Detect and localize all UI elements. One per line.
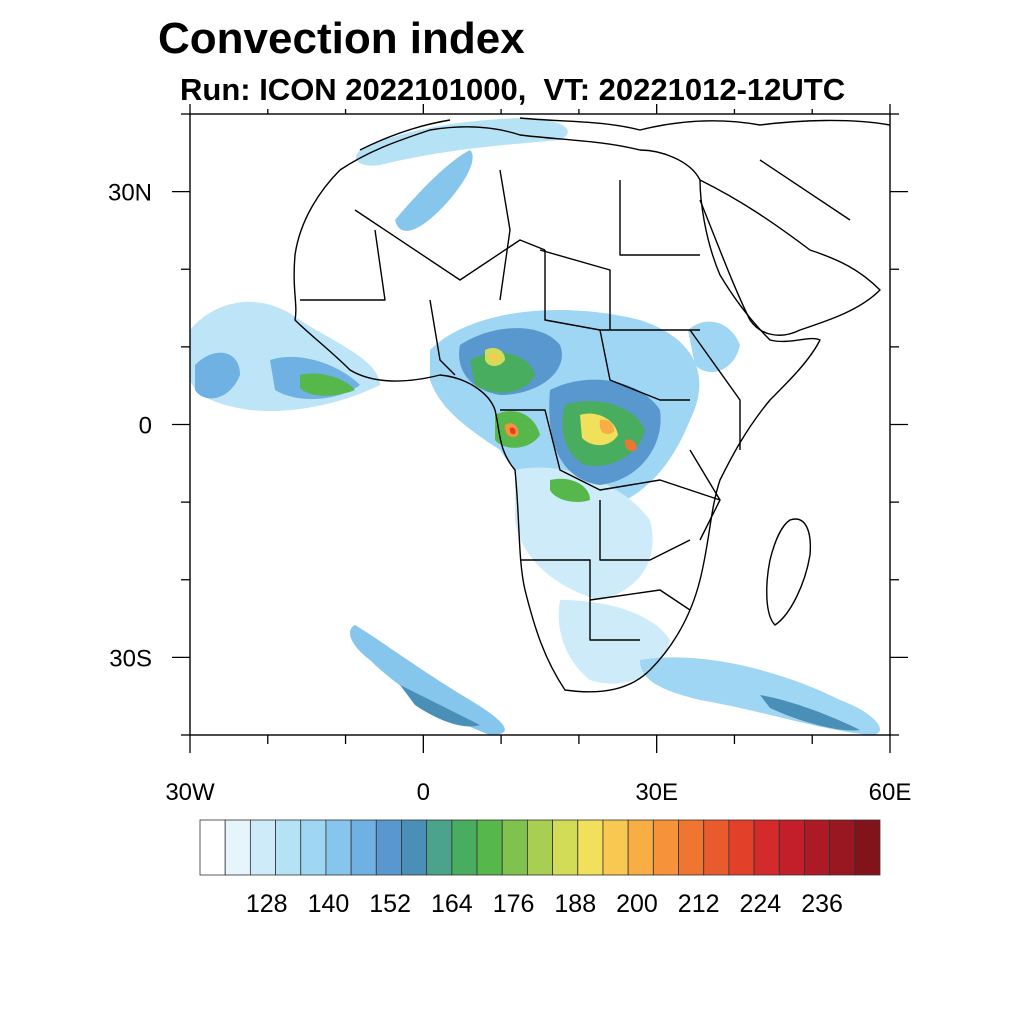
colorbar-box xyxy=(602,819,629,876)
colorbar-box xyxy=(854,819,881,876)
lat-tick-label: 0 xyxy=(139,413,152,440)
colorbar-box xyxy=(527,819,553,876)
colorbar-box xyxy=(778,819,805,876)
colorbar-box xyxy=(401,819,428,876)
colorbar-box xyxy=(199,819,226,876)
colorbar-box xyxy=(275,819,302,876)
colorbar-box xyxy=(577,819,604,876)
map-subtitle: Run: ICON 2022101000, VT: 20221012-12UTC xyxy=(180,72,846,107)
colorbar-label: 200 xyxy=(616,890,658,918)
colorbar-label: 212 xyxy=(678,890,720,918)
lon-tick-label: 30W xyxy=(165,779,215,806)
colorbar-box xyxy=(451,819,478,876)
colorbar-box xyxy=(753,819,780,876)
colorbar-label: 128 xyxy=(246,890,288,918)
colorbar-box xyxy=(552,819,579,876)
colorbar-box xyxy=(804,819,831,876)
lat-tick-label: 30S xyxy=(109,645,152,672)
colorbar xyxy=(199,819,881,876)
colorbar-label: 188 xyxy=(554,890,596,918)
lat-tick-label: 30N xyxy=(108,180,152,207)
colorbar-box xyxy=(728,819,755,876)
colorbar-box xyxy=(375,819,402,876)
lon-tick-label: 30E xyxy=(635,779,678,806)
colorbar-label: 176 xyxy=(493,890,535,918)
country-borders xyxy=(293,117,890,693)
colorbar-box xyxy=(325,819,352,876)
colorbar-box xyxy=(300,819,327,876)
colorbar-label: 152 xyxy=(369,890,411,918)
colorbar-box xyxy=(703,819,730,876)
colorbar-labels: 128 140 152 164 176 188 200 212 224 236 xyxy=(246,890,843,918)
colorbar-box xyxy=(678,819,705,876)
lon-tick-label: 60E xyxy=(869,779,912,806)
colorbar-box xyxy=(501,819,528,876)
colorbar-box xyxy=(829,819,856,876)
colorbar-label: 164 xyxy=(431,890,473,918)
colorbar-box xyxy=(476,819,503,876)
colorbar-box xyxy=(350,819,377,876)
map-title: Convection index xyxy=(158,14,525,63)
lon-tick-label: 0 xyxy=(417,779,430,806)
colorbar-box xyxy=(652,819,679,876)
axis-ticks xyxy=(172,104,908,753)
colorbar-label: 140 xyxy=(308,890,350,918)
axis-tick-labels: 30W 0 30E 60E 30N 0 30S xyxy=(108,180,911,806)
colorbar-label: 224 xyxy=(740,890,782,918)
colorbar-box xyxy=(627,819,654,876)
colorbar-box xyxy=(249,819,276,876)
convection-field xyxy=(190,118,880,735)
colorbar-label: 236 xyxy=(801,890,843,918)
colorbar-box xyxy=(224,819,251,876)
colorbar-box xyxy=(426,819,453,876)
